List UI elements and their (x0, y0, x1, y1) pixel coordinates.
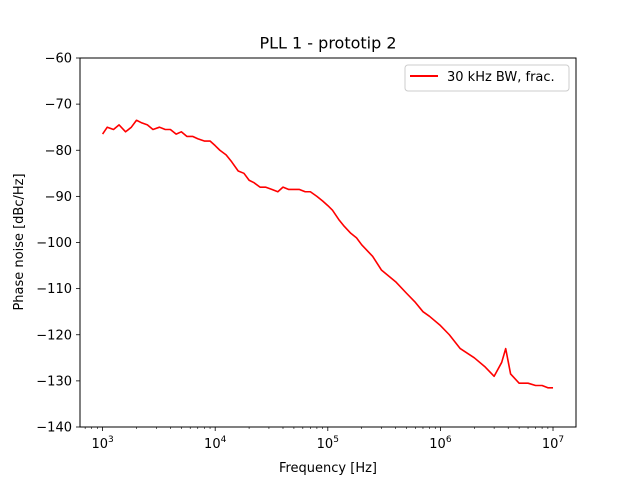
y-tick-label: −100 (36, 236, 72, 251)
x-axis: 103 104 105 106 107 (84, 427, 564, 452)
x-tick-label: 103 (91, 435, 113, 452)
x-tick-label: 106 (429, 435, 452, 452)
y-tick-label: −120 (36, 328, 72, 343)
legend: 30 kHz BW, frac. (404, 64, 570, 92)
y-tick-label: −80 (45, 144, 72, 159)
y-tick-label: −60 (45, 52, 72, 67)
x-axis-label: Frequency [Hz] (279, 461, 377, 476)
y-tick-label: −70 (45, 98, 72, 113)
x-tick-label: 104 (204, 435, 227, 452)
series-layer (101, 119, 554, 389)
x-tick-label: 105 (317, 435, 339, 452)
legend-label: 30 kHz BW, frac. (447, 70, 555, 85)
x-tick-label: 107 (542, 435, 564, 452)
y-tick-label: −130 (36, 374, 72, 389)
legend-box (404, 64, 570, 92)
y-axis: −60 −70 −80 −90 −100 −110 −120 −130 −140 (36, 52, 80, 436)
chart-title: PLL 1 - prototip 2 (259, 34, 396, 53)
y-tick-label: −140 (36, 421, 72, 436)
plot-frame (79, 57, 577, 428)
series-line-0 (101, 119, 554, 389)
y-tick-label: −110 (36, 282, 72, 297)
y-tick-label: −90 (45, 190, 72, 205)
y-axis-label: Phase noise [dBc/Hz] (12, 173, 27, 310)
